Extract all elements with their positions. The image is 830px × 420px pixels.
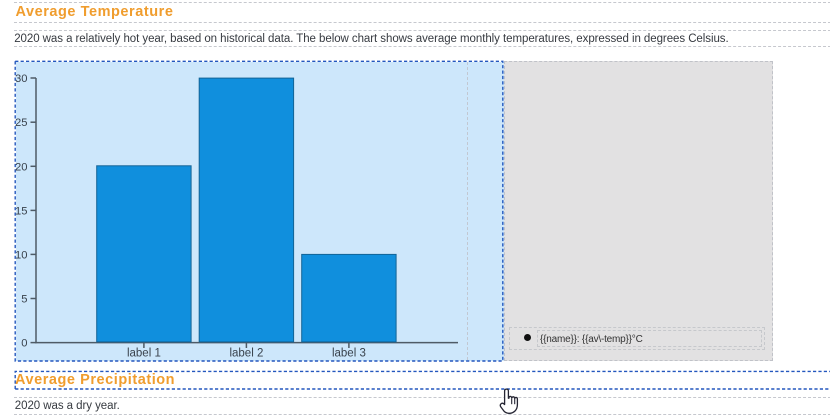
svg-text:label 1: label 1 [127, 348, 161, 360]
svg-text:label 2: label 2 [229, 348, 263, 360]
svg-text:15: 15 [15, 205, 27, 217]
svg-text:0: 0 [21, 338, 27, 350]
svg-text:label 3: label 3 [332, 348, 366, 360]
svg-text:10: 10 [15, 249, 27, 261]
svg-text:5: 5 [21, 294, 27, 306]
svg-text:20: 20 [15, 161, 27, 173]
svg-text:30: 30 [15, 73, 27, 85]
svg-text:25: 25 [15, 117, 27, 129]
